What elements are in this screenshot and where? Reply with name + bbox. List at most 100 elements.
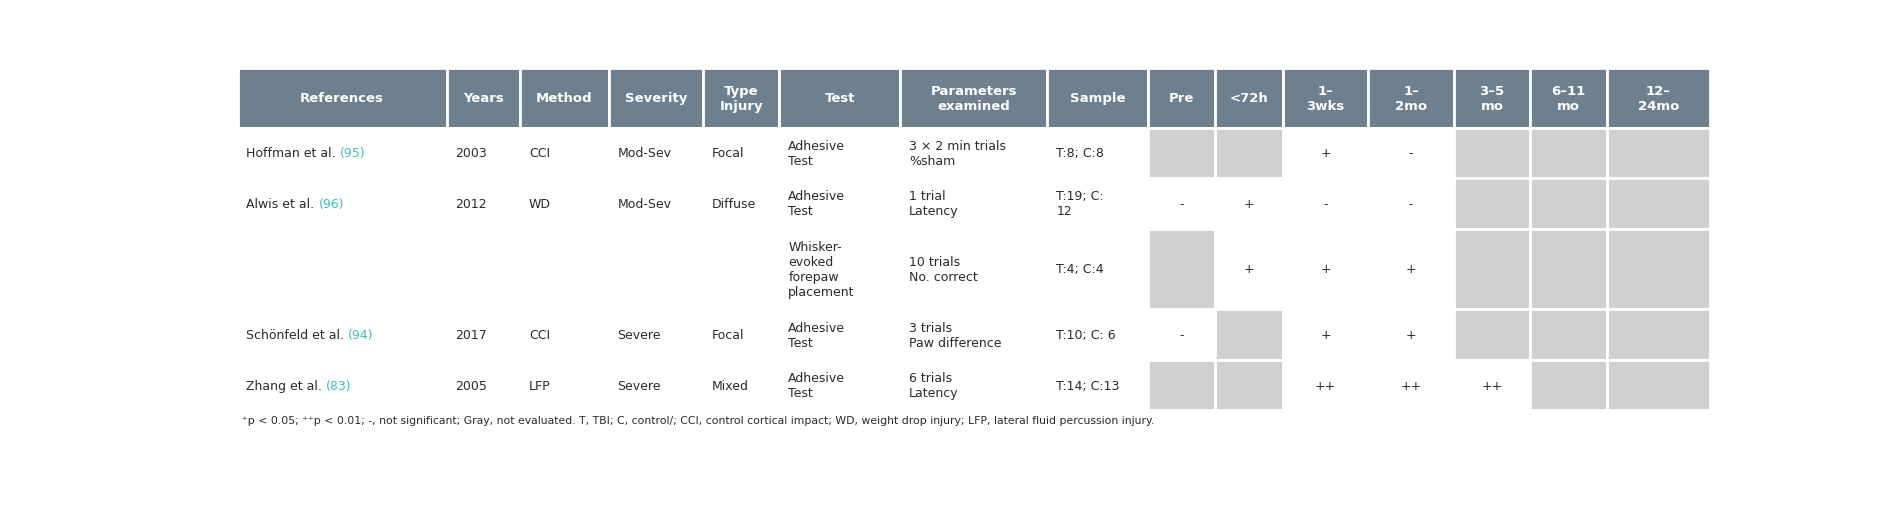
Text: 3 trials
Paw difference: 3 trials Paw difference	[908, 321, 1001, 349]
Text: +: +	[1244, 197, 1254, 211]
Bar	[703, 310, 779, 360]
Text: WD: WD	[528, 197, 551, 211]
Text: +: +	[1244, 263, 1254, 276]
Bar	[901, 68, 1047, 128]
Bar	[779, 229, 901, 310]
Bar	[1368, 128, 1454, 179]
Bar	[238, 68, 446, 128]
Bar	[1148, 179, 1216, 229]
Text: 3–5
mo: 3–5 mo	[1480, 84, 1505, 112]
Bar	[446, 360, 521, 411]
Text: +: +	[1406, 328, 1416, 341]
Text: +: +	[1320, 147, 1332, 160]
Text: +: +	[1320, 328, 1332, 341]
Text: Mod-Sev: Mod-Sev	[618, 147, 671, 160]
Bar	[1148, 229, 1216, 310]
Text: Focal: Focal	[712, 328, 745, 341]
Text: 6–11
mo: 6–11 mo	[1552, 84, 1586, 112]
Text: Alwis et al.: Alwis et al.	[247, 197, 319, 211]
Text: T:14; C:13: T:14; C:13	[1056, 379, 1119, 392]
Bar	[703, 179, 779, 229]
Bar	[521, 179, 608, 229]
Bar	[1530, 128, 1607, 179]
Text: Schönfeld et al.: Schönfeld et al.	[247, 328, 348, 341]
Text: Severe: Severe	[618, 328, 661, 341]
Text: Mixed: Mixed	[712, 379, 749, 392]
Bar	[1368, 179, 1454, 229]
Text: 1–
2mo: 1– 2mo	[1395, 84, 1427, 112]
Text: Whisker-
evoked
forepaw
placement: Whisker- evoked forepaw placement	[788, 240, 855, 298]
Bar	[1282, 229, 1368, 310]
Bar	[779, 68, 901, 128]
Text: <72h: <72h	[1229, 92, 1269, 105]
Bar	[779, 310, 901, 360]
Bar	[1454, 360, 1530, 411]
Text: +: +	[1320, 263, 1332, 276]
Bar	[703, 360, 779, 411]
Text: 2003: 2003	[456, 147, 486, 160]
Text: Severity: Severity	[625, 92, 688, 105]
Text: CCI: CCI	[528, 328, 551, 341]
Bar	[1530, 229, 1607, 310]
Text: ⁺p < 0.05; ⁺⁺p < 0.01; -, not significant; Gray, not evaluated. T, TBI; C, contr: ⁺p < 0.05; ⁺⁺p < 0.01; -, not significan…	[241, 415, 1153, 425]
Bar	[608, 179, 703, 229]
Text: Focal: Focal	[712, 147, 745, 160]
Bar	[1216, 360, 1282, 411]
Bar	[1216, 68, 1282, 128]
Bar	[779, 360, 901, 411]
Text: Type
Injury: Type Injury	[720, 84, 764, 112]
Bar	[1607, 360, 1710, 411]
Text: 3 × 2 min trials
%sham: 3 × 2 min trials %sham	[908, 139, 1005, 168]
Bar	[608, 310, 703, 360]
Bar	[703, 68, 779, 128]
Text: ++: ++	[1482, 379, 1503, 392]
Bar	[901, 229, 1047, 310]
Bar	[1047, 68, 1148, 128]
Bar	[1282, 128, 1368, 179]
Bar	[238, 360, 446, 411]
Text: (95): (95)	[340, 147, 365, 160]
Text: -: -	[1324, 197, 1328, 211]
Bar	[1148, 310, 1216, 360]
Bar	[1607, 68, 1710, 128]
Text: LFP: LFP	[528, 379, 551, 392]
Text: 10 trials
No. correct: 10 trials No. correct	[908, 256, 978, 283]
Bar	[1216, 179, 1282, 229]
Bar	[901, 179, 1047, 229]
Bar	[608, 128, 703, 179]
Bar	[608, 68, 703, 128]
Bar	[1454, 310, 1530, 360]
Bar	[608, 229, 703, 310]
Bar	[521, 310, 608, 360]
Bar	[521, 360, 608, 411]
Bar	[521, 68, 608, 128]
Text: Adhesive
Test: Adhesive Test	[788, 371, 846, 399]
Text: Severe: Severe	[618, 379, 661, 392]
Text: -: -	[1408, 197, 1414, 211]
Text: Pre: Pre	[1168, 92, 1193, 105]
Text: Parameters
examined: Parameters examined	[931, 84, 1017, 112]
Text: 6 trials
Latency: 6 trials Latency	[908, 371, 960, 399]
Bar	[1047, 310, 1148, 360]
Bar	[446, 179, 521, 229]
Text: T:4; C:4: T:4; C:4	[1056, 263, 1104, 276]
Bar	[238, 128, 446, 179]
Bar	[1216, 229, 1282, 310]
Text: -: -	[1180, 328, 1184, 341]
Bar	[521, 128, 608, 179]
Text: Adhesive
Test: Adhesive Test	[788, 139, 846, 168]
Bar	[1530, 310, 1607, 360]
Bar	[1047, 128, 1148, 179]
Bar	[446, 68, 521, 128]
Text: Adhesive
Test: Adhesive Test	[788, 321, 846, 349]
Bar	[238, 229, 446, 310]
Text: References: References	[300, 92, 384, 105]
Bar	[1607, 128, 1710, 179]
Text: 2012: 2012	[456, 197, 486, 211]
Text: -: -	[1408, 147, 1414, 160]
Text: (94): (94)	[348, 328, 374, 341]
Bar	[1047, 360, 1148, 411]
Text: Sample: Sample	[1070, 92, 1125, 105]
Bar	[1148, 128, 1216, 179]
Text: T:19; C:
12: T:19; C: 12	[1056, 190, 1104, 218]
